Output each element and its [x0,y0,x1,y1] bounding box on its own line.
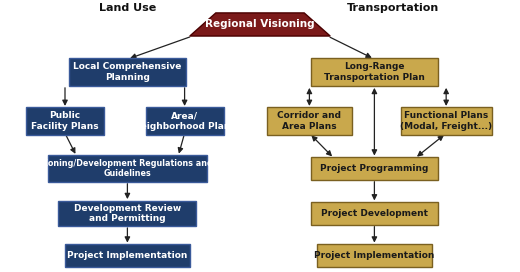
FancyBboxPatch shape [400,107,492,135]
Text: Public
Facility Plans: Public Facility Plans [31,111,99,131]
FancyBboxPatch shape [311,157,438,180]
Text: Land Use: Land Use [99,3,156,13]
Text: Zoning/Development Regulations and
Guidelines: Zoning/Development Regulations and Guide… [42,159,213,178]
FancyBboxPatch shape [146,107,224,135]
Text: Project Development: Project Development [321,209,428,218]
Text: Project Programming: Project Programming [320,164,428,173]
FancyBboxPatch shape [267,107,353,135]
FancyBboxPatch shape [48,155,207,182]
Text: Project Implementation: Project Implementation [314,251,435,260]
Polygon shape [190,13,330,36]
FancyBboxPatch shape [65,244,190,267]
Text: Local Comprehensive
Planning: Local Comprehensive Planning [73,62,181,82]
Text: Project Implementation: Project Implementation [67,251,188,260]
FancyBboxPatch shape [58,201,197,226]
Text: Functional Plans
(Modal, Freight...): Functional Plans (Modal, Freight...) [400,111,492,131]
Text: Long-Range
Transportation Plan: Long-Range Transportation Plan [324,62,425,82]
Text: Corridor and
Area Plans: Corridor and Area Plans [277,111,342,131]
FancyBboxPatch shape [26,107,104,135]
FancyBboxPatch shape [317,244,432,267]
Text: Transportation: Transportation [346,3,439,13]
FancyBboxPatch shape [311,202,438,225]
Text: Regional Visioning: Regional Visioning [205,20,315,29]
Text: Development Review
and Permitting: Development Review and Permitting [74,204,181,223]
Text: Area/
Neighborhood Plans: Area/ Neighborhood Plans [133,111,236,131]
FancyBboxPatch shape [311,58,438,86]
FancyBboxPatch shape [69,58,186,86]
